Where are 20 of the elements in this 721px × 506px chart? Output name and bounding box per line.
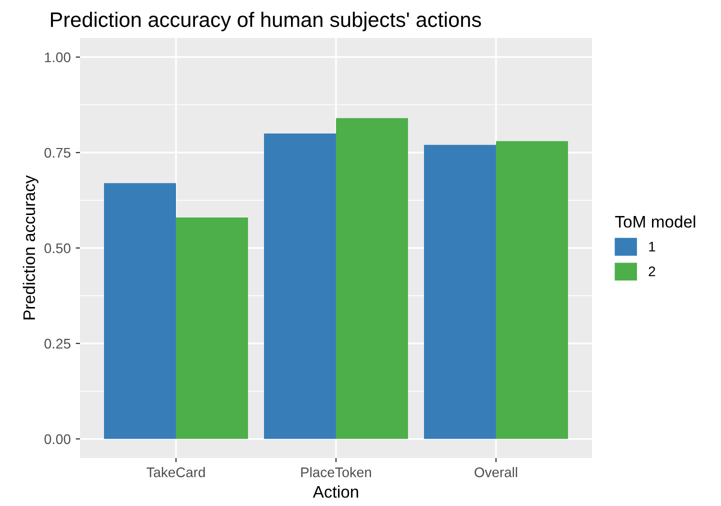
y-tick-label: 0.25 (44, 338, 70, 349)
x-axis-title: Action (312, 486, 358, 498)
x-tick-label: Overall (474, 467, 518, 478)
y-tick-label: 0.50 (44, 243, 70, 254)
y-axis-title: Prediction accuracy (22, 175, 38, 320)
bar (176, 217, 248, 439)
bar (336, 118, 408, 439)
y-tick-label: 0.00 (44, 434, 70, 444)
bar (424, 144, 496, 439)
chart-title: Prediction accuracy of human subjects' actions (50, 12, 481, 32)
legend-label: 2 (648, 266, 656, 276)
bar (104, 183, 176, 439)
legend-title: ToM model (615, 215, 696, 228)
y-tick-label: 1.00 (45, 52, 70, 62)
legend-label: 1 (649, 242, 656, 252)
bar (264, 133, 336, 439)
bar (496, 141, 568, 439)
y-tick-label: 0.75 (44, 148, 70, 158)
x-tick-label: PlaceToken (301, 467, 371, 478)
x-tick-label: TakeCard (146, 467, 205, 478)
